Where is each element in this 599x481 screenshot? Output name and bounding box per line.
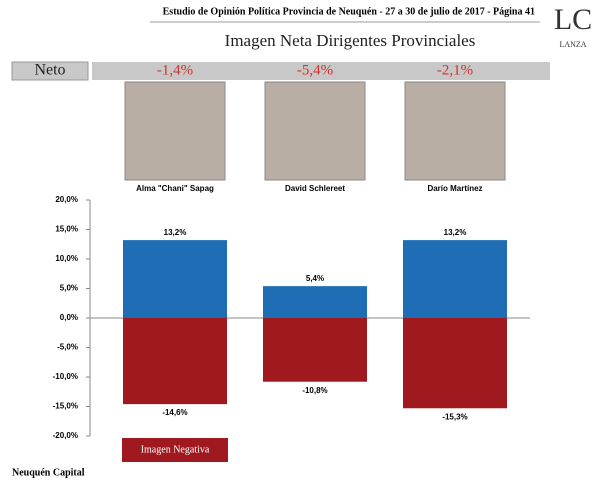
bar bbox=[403, 318, 507, 409]
y-tick-label: 5,0% bbox=[60, 284, 78, 293]
y-tick-label: -20,0% bbox=[53, 431, 78, 440]
bar bbox=[403, 240, 507, 318]
bar bbox=[123, 318, 227, 405]
neto-value: -2,1% bbox=[437, 62, 473, 78]
bar bbox=[263, 286, 367, 318]
y-tick-label: 10,0% bbox=[55, 254, 78, 263]
data-label: -14,6% bbox=[162, 408, 187, 417]
data-label: -15,3% bbox=[442, 412, 467, 421]
neto-value: -5,4% bbox=[297, 62, 333, 78]
y-tick-label: -5,0% bbox=[57, 343, 78, 352]
legend-box bbox=[122, 438, 228, 462]
photo bbox=[264, 81, 366, 181]
y-tick-label: 20,0% bbox=[55, 195, 78, 204]
legend-label: Imagen Negativa bbox=[141, 444, 210, 455]
candidate-name: Alma "Chani" Sapag bbox=[136, 184, 214, 193]
y-tick-label: 0,0% bbox=[60, 313, 78, 322]
photo bbox=[124, 81, 226, 181]
photo bbox=[404, 81, 506, 181]
logo-mark: LC bbox=[554, 3, 592, 36]
logo-name: LANZA bbox=[559, 40, 586, 49]
data-label: 13,2% bbox=[444, 228, 467, 237]
y-tick-label: 15,0% bbox=[55, 225, 78, 234]
header: Estudio de Opinión Política Provincia de… bbox=[163, 6, 535, 17]
data-label: 5,4% bbox=[306, 274, 324, 283]
candidate-name: Darío Martínez bbox=[427, 184, 482, 193]
candidate-name: David Schlereet bbox=[285, 184, 345, 193]
neto-bar bbox=[92, 62, 550, 80]
y-tick-label: -10,0% bbox=[53, 372, 78, 381]
data-label: 13,2% bbox=[164, 228, 187, 237]
neto-value: -1,4% bbox=[157, 62, 193, 78]
footer: Neuquén Capital bbox=[12, 467, 85, 478]
chart-title: Imagen Neta Dirigentes Provinciales bbox=[225, 31, 476, 50]
bar bbox=[263, 318, 367, 382]
y-tick-label: -15,0% bbox=[53, 402, 78, 411]
data-label: -10,8% bbox=[302, 386, 327, 395]
bar bbox=[123, 240, 227, 318]
neto-label: Neto bbox=[34, 62, 65, 79]
neto-box bbox=[11, 61, 89, 81]
